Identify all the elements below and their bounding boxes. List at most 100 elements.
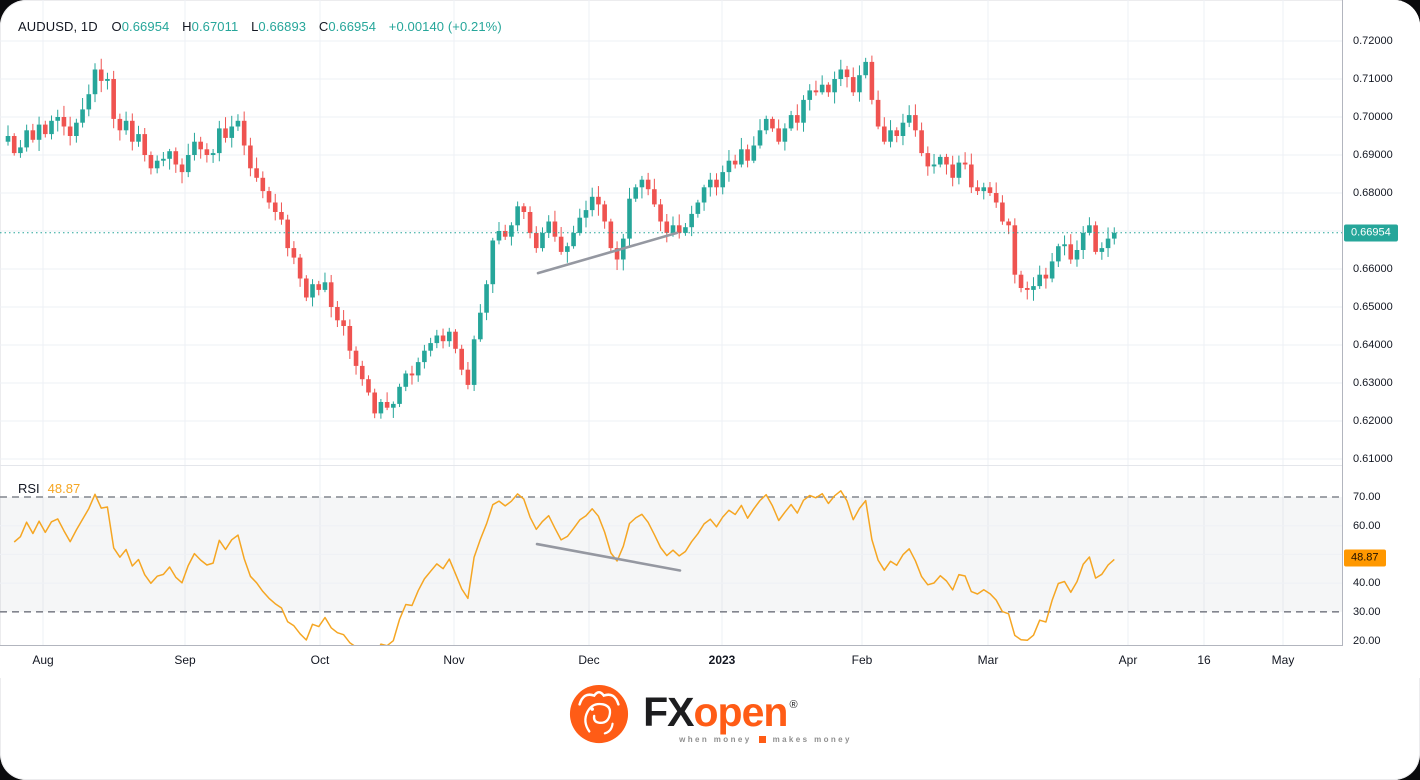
- candle-body: [1031, 286, 1036, 290]
- candle-body: [664, 221, 670, 233]
- candle-body: [11, 136, 17, 154]
- candle-body: [223, 128, 228, 138]
- candle-body: [185, 155, 191, 173]
- candle-body: [496, 231, 502, 241]
- candle-body: [565, 246, 570, 252]
- candle-body: [670, 225, 676, 233]
- candle-body: [372, 392, 377, 414]
- price-tick-label: 0.66000: [1353, 263, 1393, 275]
- candle-body: [378, 402, 384, 414]
- candle-body: [248, 145, 253, 169]
- candle-body: [117, 118, 123, 131]
- price-tick-label: 0.69000: [1353, 149, 1393, 161]
- candle-body: [173, 151, 179, 165]
- candle-body: [745, 149, 750, 161]
- brand-tagline: when money makes money: [679, 734, 852, 744]
- candle-body: [80, 109, 85, 123]
- candle-body: [838, 69, 844, 79]
- candle-body: [179, 164, 185, 173]
- candle-body: [471, 339, 477, 385]
- candle-body: [86, 94, 92, 110]
- candle-body: [614, 248, 620, 260]
- candle-body: [720, 172, 726, 188]
- candle-body: [919, 130, 924, 154]
- candle-body: [987, 187, 993, 193]
- candle-body: [154, 160, 160, 169]
- candle-body: [1000, 202, 1005, 222]
- candle-body: [975, 187, 980, 192]
- candle-body: [596, 196, 601, 205]
- candle-body: [98, 69, 104, 81]
- candle-body: [509, 225, 514, 237]
- candle-body: [465, 369, 471, 385]
- fxopen-bull-logo-icon: [570, 684, 629, 744]
- candle-body: [633, 187, 639, 199]
- candle-body: [602, 204, 607, 222]
- candle-body: [795, 115, 800, 123]
- time-axis-separator: [0, 645, 1420, 646]
- price-pane[interactable]: [0, 0, 1342, 466]
- candle-body: [235, 120, 241, 127]
- candle-body: [552, 221, 558, 237]
- candle-body: [533, 232, 539, 249]
- price-tick-label: 0.62000: [1353, 415, 1393, 427]
- pane-separator[interactable]: [0, 465, 1420, 466]
- candle-body: [732, 160, 738, 165]
- candle-body: [639, 179, 645, 188]
- price-scale[interactable]: 0.72000 0.71000 0.70000 0.69000 0.68000 0.660…: [1342, 0, 1420, 676]
- price-tick-label: 0.70000: [1353, 111, 1393, 123]
- candle-body: [111, 79, 116, 119]
- candle-body: [484, 284, 489, 313]
- candle-body: [863, 61, 868, 76]
- time-tick-label: Sep: [174, 653, 196, 667]
- candle-body: [74, 122, 79, 136]
- candle-body: [18, 147, 23, 154]
- candle-body: [962, 162, 968, 165]
- candle-body: [397, 386, 402, 404]
- candle-body: [707, 179, 713, 188]
- time-scale[interactable]: Aug Sep Oct Nov Dec 2023 Feb Mar Apr 16 May: [0, 646, 1420, 678]
- candle-body: [260, 177, 266, 192]
- rsi-tick-label: 40.00: [1353, 577, 1381, 590]
- candle-body: [192, 141, 197, 155]
- candle-body: [583, 210, 589, 218]
- candle-body: [546, 221, 552, 233]
- candle-body: [1049, 261, 1055, 279]
- high-label: H: [182, 19, 192, 34]
- candle-body: [676, 225, 682, 233]
- candle-body: [428, 343, 433, 351]
- candle-body: [353, 350, 359, 366]
- candle-body: [434, 335, 440, 344]
- candle-body: [272, 202, 278, 212]
- candle-body: [1056, 246, 1061, 262]
- candle-body: [608, 221, 614, 249]
- candle-body: [391, 403, 396, 408]
- candle-body: [254, 168, 259, 178]
- candle-body: [1068, 244, 1074, 260]
- candle-body: [1099, 248, 1105, 252]
- candle-body: [1111, 232, 1117, 239]
- candle-body: [1093, 225, 1098, 252]
- candle-body: [993, 193, 999, 203]
- candle-body: [161, 158, 166, 161]
- candle-body: [5, 136, 11, 142]
- time-tick-label: Dec: [578, 653, 600, 667]
- time-tick-label: Nov: [443, 653, 465, 667]
- open-label: O: [111, 19, 122, 34]
- symbol-legend[interactable]: AUDUSD, 1D O0.66954 H0.67011 L0.66893 C0…: [18, 19, 502, 34]
- rsi-pane[interactable]: [0, 466, 1342, 646]
- candle-body: [826, 84, 831, 93]
- candle-body: [850, 77, 856, 93]
- candle-body: [67, 126, 73, 136]
- candle-body: [1024, 288, 1030, 290]
- candle-body: [739, 149, 744, 165]
- time-tick-label: Feb: [851, 653, 873, 667]
- candle-body: [241, 120, 247, 146]
- candle-body: [217, 128, 222, 154]
- candle-body: [136, 134, 141, 142]
- rsi-legend[interactable]: RSI 48.87: [18, 481, 80, 496]
- candle-body: [490, 240, 496, 285]
- candle-body: [751, 145, 757, 161]
- candle-body: [105, 79, 110, 81]
